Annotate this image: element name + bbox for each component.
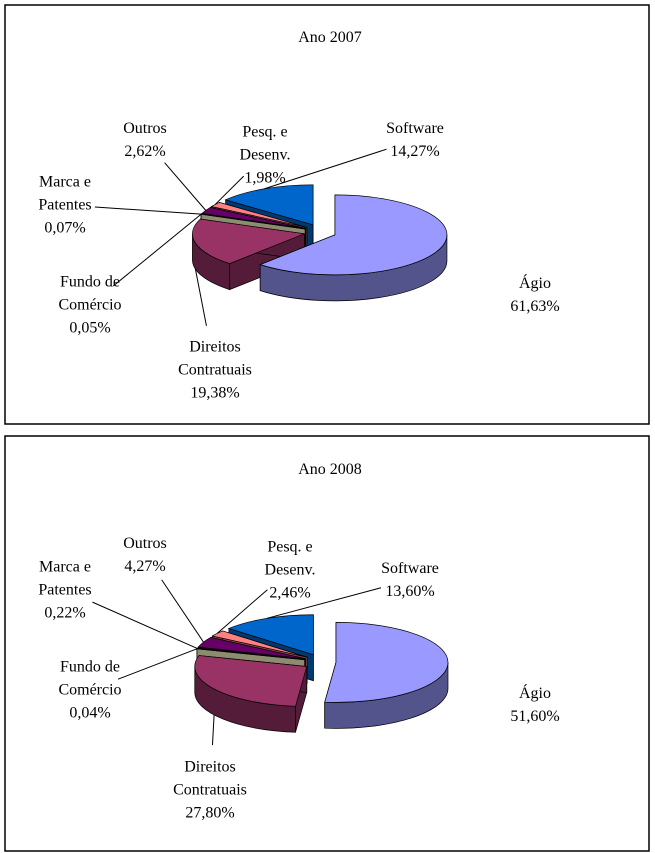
slice-value: 19,38% [190, 384, 240, 402]
leader-line [214, 175, 245, 205]
slice-value: 13,60% [385, 583, 435, 600]
leader-line [194, 268, 207, 326]
pie-slice [324, 622, 449, 703]
slice-value: 51,60% [510, 708, 560, 725]
slice-value: 0,22% [44, 604, 86, 622]
leader-line [266, 587, 382, 619]
slice-name: Software [386, 120, 444, 137]
slice-name: Fundo de Comércio [58, 273, 122, 314]
chart-title: Ano 2008 [298, 461, 362, 478]
data-label: Direitos Contratuais 27,80% [163, 756, 258, 825]
leader-line [211, 714, 215, 746]
slice-value: 0,05% [69, 319, 111, 337]
leader-line [92, 601, 198, 649]
slice-name: Pesq. e Desenv. [239, 123, 291, 164]
data-label: Pesq. e Desenv. 2,46% [255, 536, 325, 605]
slice-value: 0,04% [69, 704, 111, 722]
slice-name: Direitos Contratuais [173, 758, 247, 799]
slice-name: Outros [123, 120, 167, 137]
chart-frame [4, 4, 650, 425]
data-label: Software 13,60% [370, 557, 450, 603]
pie-slice [192, 218, 306, 264]
leader-line [112, 213, 202, 287]
leader-line [164, 162, 207, 211]
slice-name: Ágio [519, 685, 551, 702]
slice-name: Software [381, 560, 439, 577]
data-label: Marca e Patentes 0,22% [28, 556, 103, 625]
leader-line [94, 206, 202, 215]
slice-value: 27,80% [185, 804, 235, 822]
data-label: Direitos Contratuais 19,38% [168, 336, 263, 405]
slice-name: Direitos Contratuais [178, 338, 252, 379]
slice-name: Pesq. e Desenv. [264, 538, 316, 579]
data-label: Fundo de Comércio 0,04% [48, 656, 133, 725]
data-label: Outros 2,62% [115, 117, 175, 163]
leader-line [161, 579, 204, 643]
slice-value: 4,27% [124, 558, 166, 575]
slice-value: 14,27% [390, 143, 440, 160]
slice-name: Ágio [519, 275, 551, 292]
data-label: Ágio 61,63% [495, 272, 575, 318]
leader-line [264, 148, 387, 190]
slice-name: Marca e Patentes [38, 558, 92, 599]
data-label: Outros 4,27% [115, 532, 175, 578]
pie-slice [194, 655, 308, 707]
data-label: Marca e Patentes 0,07% [28, 171, 103, 240]
slice-name: Fundo de Comércio [58, 658, 122, 699]
data-label: Pesq. e Desenv. 1,98% [230, 121, 300, 190]
data-label: Fundo de Comércio 0,05% [48, 271, 133, 340]
chart-title: Ano 2007 [298, 29, 362, 46]
leader-line [216, 589, 268, 634]
slice-value: 1,98% [244, 169, 286, 187]
leader-line [117, 648, 198, 680]
slice-value: 2,62% [124, 143, 166, 160]
data-label: Software 14,27% [375, 117, 455, 163]
slice-value: 61,63% [510, 298, 560, 315]
chart-frame [4, 435, 650, 852]
slice-value: 0,07% [44, 219, 86, 237]
pie-slice [201, 207, 306, 229]
slice-name: Marca e Patentes [38, 173, 92, 214]
slice-name: Outros [123, 535, 167, 552]
slice-value: 2,46% [269, 584, 311, 602]
pie-slice [259, 194, 448, 276]
data-label: Ágio 51,60% [495, 682, 575, 728]
